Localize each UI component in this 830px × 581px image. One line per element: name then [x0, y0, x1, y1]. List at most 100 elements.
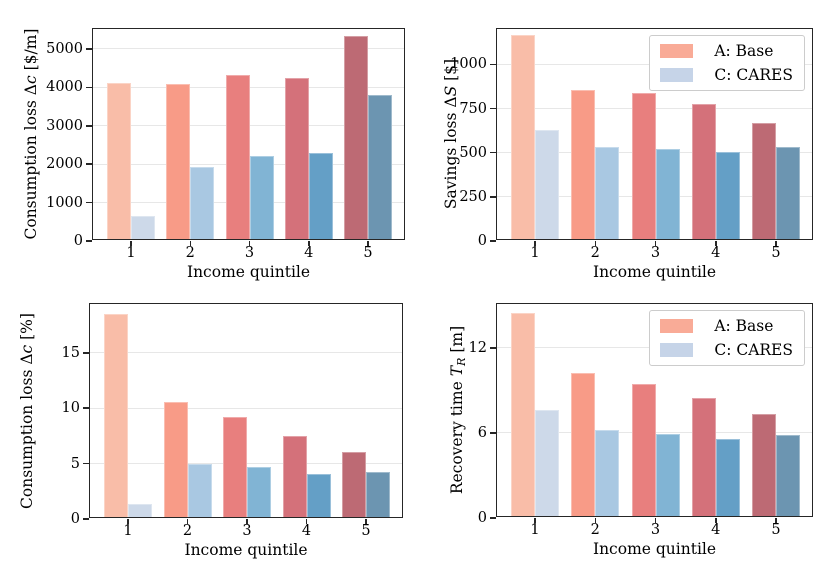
x-tick-label: 3	[650, 522, 661, 538]
y-tick-mark	[83, 518, 89, 520]
y-tick-label: 1000	[450, 56, 487, 73]
y-axis-label-segment: [$/m]	[22, 28, 40, 76]
y-tick-label: 5	[70, 455, 80, 472]
x-tick-mark	[248, 240, 251, 246]
x-tick-label: 3	[242, 523, 252, 539]
bar-cares-q5	[776, 146, 800, 239]
bar-base-q1	[107, 83, 131, 239]
x-tick-label: 3	[244, 245, 255, 261]
x-tick-label: 2	[590, 522, 600, 538]
y-tick-label: 15	[61, 344, 80, 361]
y-tick-label: 10	[61, 400, 80, 417]
legend-swatch-base	[660, 44, 694, 58]
x-tick-mark	[189, 240, 191, 246]
legend: A: Base C: CARES	[649, 35, 805, 91]
y-axis-label-segment: c	[18, 344, 36, 353]
bar-cares-q3	[247, 466, 271, 517]
x-axis-label: Income quintile	[186, 263, 311, 281]
gridline	[93, 48, 404, 50]
y-axis-label: Consumption loss Δc [%]	[18, 313, 36, 509]
x-tick-label: 5	[361, 523, 371, 539]
legend-swatch-cares	[660, 343, 694, 357]
x-tick-mark	[654, 240, 657, 246]
bar-base-q1	[511, 34, 535, 239]
y-tick-mark	[490, 432, 496, 434]
y-tick-label: 6	[477, 424, 487, 441]
x-tick-label: 4	[301, 523, 312, 539]
y-axis-label-segment: [$]	[442, 58, 460, 86]
bar-cares-q4	[308, 152, 333, 239]
x-tick-label: 4	[711, 522, 721, 538]
bar-cares-q1	[535, 130, 559, 239]
x-tick-mark	[534, 517, 536, 523]
x-tick-mark	[534, 240, 536, 246]
y-axis-label: Consumption loss Δc [$/m]	[22, 29, 40, 240]
x-tick-mark	[127, 518, 129, 524]
y-tick-mark	[86, 86, 92, 89]
x-tick-label: 1	[126, 245, 136, 261]
bar-base-q4	[282, 436, 307, 517]
legend-item-cares: C: CARES	[660, 66, 793, 84]
y-tick-mark	[83, 407, 89, 409]
x-tick-label: 2	[590, 245, 600, 261]
y-tick-label: 12	[468, 339, 487, 356]
y-axis-label-segment: c	[22, 75, 40, 85]
y-tick-mark	[86, 240, 92, 242]
x-tick-label: 1	[530, 245, 540, 261]
bar-base-q1	[511, 313, 535, 516]
gridline	[90, 407, 402, 409]
x-tick-label: 2	[185, 245, 195, 261]
y-tick-label: 5000	[46, 40, 83, 57]
y-tick-label: 0	[73, 233, 83, 249]
y-tick-mark	[86, 201, 92, 204]
y-tick-label: 1000	[46, 194, 83, 211]
x-tick-label: 1	[530, 522, 540, 538]
x-tick-mark	[130, 240, 132, 246]
bar-cares-q3	[655, 148, 680, 239]
y-tick-mark	[86, 48, 92, 50]
legend-item-cares: C: CARES	[660, 341, 793, 359]
x-tick-label: 1	[123, 523, 133, 539]
x-tick-mark	[367, 240, 369, 246]
bar-cares-q3	[655, 433, 680, 516]
bar-base-q4	[691, 398, 716, 516]
legend-label-cares: C: CARES	[714, 341, 793, 359]
y-tick-label: 3000	[46, 117, 83, 134]
bar-base-q2	[163, 401, 188, 517]
bar-cares-q1	[128, 503, 152, 517]
subplot-recovery-time: 0 6 12 1 2 3 4 5 Income quintile Recovery time TR…	[448, 303, 813, 558]
bar-base-q3	[223, 417, 247, 517]
legend-swatch-cares	[660, 68, 694, 82]
x-axis-label: Income quintile	[592, 540, 717, 558]
x-tick-mark	[775, 517, 777, 523]
subplot-savings-loss: 0 250 500 750 1000 1 2 3 4 5 Income quintile Saving…	[442, 28, 813, 281]
bar-base-q1	[104, 314, 128, 517]
y-axis-label: Recovery time TR [m]	[448, 326, 468, 494]
y-tick-mark	[490, 196, 496, 198]
gridline	[90, 352, 402, 354]
x-tick-label: 5	[363, 245, 373, 261]
x-tick-mark	[775, 240, 777, 246]
bar-cares-q5	[776, 435, 800, 516]
bar-base-q2	[571, 372, 596, 516]
y-tick-mark	[490, 63, 496, 66]
x-axis-label: Income quintile	[592, 263, 717, 281]
bar-cares-q4	[715, 439, 740, 516]
legend-label-cares: C: CARES	[714, 66, 793, 84]
x-axis-label: Income quintile	[184, 541, 308, 559]
y-tick-mark	[490, 151, 496, 154]
legend-swatch-base	[660, 319, 694, 333]
legend: A: Base C: CARES	[649, 310, 805, 366]
y-axis-label: Savings loss ΔS [$]	[442, 59, 460, 209]
x-tick-label: 2	[182, 523, 193, 539]
x-tick-label: 4	[711, 245, 721, 261]
bar-cares-q2	[190, 166, 215, 239]
legend-item-base: A: Base	[660, 317, 793, 335]
subplot-consumption-loss-percent: 0 5 10 15 1 2 3 4 5 Income quintile Consumption lo…	[18, 303, 403, 559]
y-axis-label-segment: R	[454, 357, 468, 366]
x-tick-mark	[715, 240, 717, 246]
y-axis-label-segment: S	[442, 85, 460, 97]
bar-base-q4	[691, 103, 716, 239]
bar-cares-q5	[366, 471, 390, 517]
